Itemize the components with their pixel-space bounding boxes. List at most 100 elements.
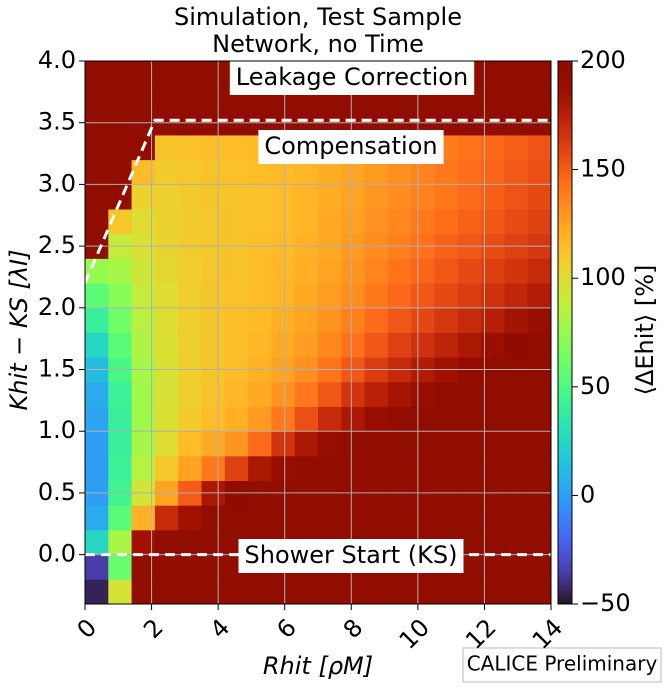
heatmap-cell [108,554,132,580]
heatmap-cell [341,209,365,235]
heatmap-cell [201,258,226,284]
heatmap-cell [271,381,296,407]
heatmap-cell [504,209,529,235]
overlay: Leakage Correction Compensation Shower Sta… [79,60,552,610]
heatmap-cell [108,381,132,407]
heatmap-cell [85,455,109,481]
heatmap-cell [201,505,226,531]
heatmap-cell [224,406,249,432]
heatmap-cell [248,209,272,235]
heatmap-cell [178,61,202,87]
heatmap-cell [504,135,529,161]
heatmap-cell [154,135,179,161]
heatmap-cell [108,455,132,481]
heatmap-cell [131,332,156,358]
heatmap-cell [85,505,109,531]
heatmap-cell [154,332,179,358]
heatmap-cell [457,159,482,185]
heatmap-cell [504,505,529,531]
heatmap-cell [271,258,296,284]
heatmap-cell [201,159,226,185]
heatmap-cell [108,431,132,457]
heatmap-cell [387,307,412,333]
heatmap-cell [527,61,552,87]
heatmap-cell [387,455,412,481]
heatmap-cell [387,406,412,432]
heatmap-cell [108,61,132,87]
annotation-box [229,61,475,95]
heatmap-cell [294,159,319,185]
heatmap-cell [154,529,179,556]
heatmap-cell [481,258,505,284]
heatmap-cell [434,455,459,481]
heatmap-cell [341,505,365,531]
heatmap-cell [154,209,179,235]
heatmap-cell [108,579,132,605]
heatmap-cell [85,209,109,235]
colorbar-tick-label: −50 [580,589,631,617]
heatmap-cell [108,159,132,185]
heatmap-cell [154,381,179,407]
x-tick-label: 6 [271,613,302,644]
heatmap-cell [364,381,389,407]
x-tick-label: 0 [72,613,103,644]
heatmap-cell [178,381,202,407]
heatmap-cell [85,554,109,580]
heatmap-cell [457,406,482,432]
heatmap-cell [411,455,435,481]
watermark: CALICE Preliminary [467,652,658,676]
heatmap-cell [85,61,109,87]
heatmap-cell [201,135,226,161]
heatmap-cell [154,307,179,333]
heatmap-cell [201,184,226,210]
heatmap-cell [178,554,202,580]
heatmap-cell [178,431,202,457]
heatmap-cell [224,184,249,210]
heatmap-cell [411,307,435,333]
heatmap-cell [527,135,552,161]
heatmap-cell [271,307,296,333]
annotation-box [238,539,464,573]
heatmap-cell [294,505,319,531]
heatmap-cell [108,258,132,284]
heatmap-cell [481,554,505,580]
heatmap-cell [131,258,156,284]
heatmap-cell [85,431,109,457]
heatmap-cell [85,332,109,358]
heatmap-cell [457,307,482,333]
heatmap-cell [154,455,179,481]
heatmap-cell [154,406,179,432]
heatmap-cell [527,209,552,235]
heatmap-cell [504,258,529,284]
heatmap-cell [248,159,272,185]
heatmap-cell [364,209,389,235]
heatmap-cell [85,258,109,284]
heatmap-cell [481,579,505,605]
heatmap-cell [248,431,272,457]
y-tick-label: 4.0 [38,46,76,74]
heatmap-cell [154,554,179,580]
chart-title: Simulation, Test Sample [174,3,462,31]
heatmap-cell [271,159,296,185]
heatmap-cell [341,283,365,309]
heatmap-cell [481,61,505,87]
heatmap-cell [411,159,435,185]
heatmap-cell [318,159,342,185]
heatmap-cell [294,184,319,210]
heatmap-cell [318,579,342,605]
heatmap-cell [434,431,459,457]
heatmap-cell [387,381,412,407]
heatmap-cell [434,258,459,284]
heatmap-cell [85,283,109,309]
heatmap-cell [131,61,156,87]
y-axis-label: Khit − KS [λI] [5,249,33,410]
heatmap-cell [481,184,505,210]
heatmap-cell [481,209,505,235]
heatmap-cell [154,283,179,309]
heatmap-cell [108,184,132,210]
heatmap-cell [201,381,226,407]
heatmap-cell [224,455,249,481]
heatmap-cell [504,184,529,210]
heatmap-cell [248,579,272,605]
